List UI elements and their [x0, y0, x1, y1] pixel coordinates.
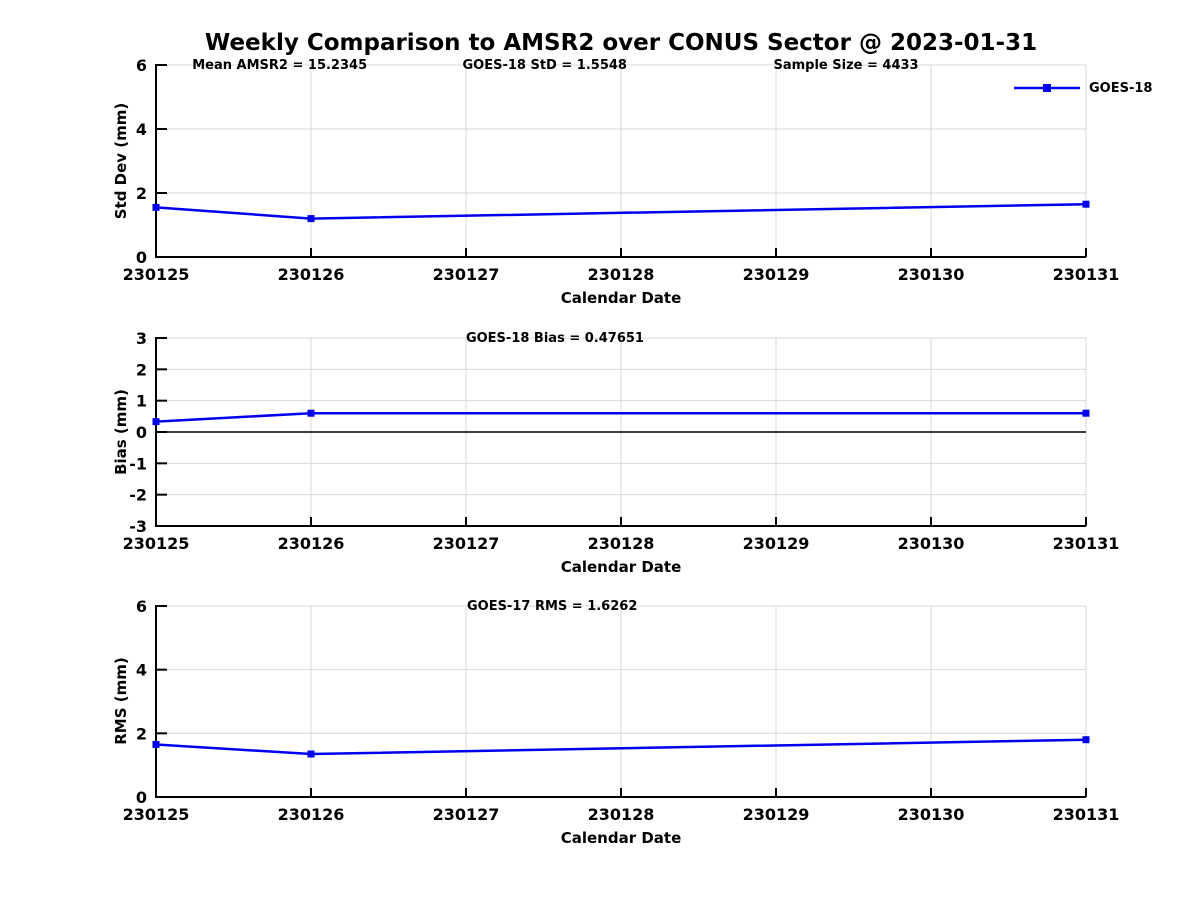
x-tick-label: 230127 — [433, 534, 500, 553]
x-tick-label: 230127 — [433, 265, 500, 284]
x-tick-label: 230127 — [433, 805, 500, 824]
x-tick-label: 230128 — [588, 805, 655, 824]
y-tick-label: 4 — [136, 120, 147, 139]
x-tick-label: 230131 — [1053, 534, 1120, 553]
legend-key — [1014, 84, 1080, 92]
y-tick-label: -2 — [129, 486, 147, 505]
x-axis-label-bottom: Calendar Date — [560, 829, 682, 847]
y-tick-label: -3 — [129, 517, 147, 536]
x-tick-label: 230129 — [743, 534, 810, 553]
data-point-marker — [152, 203, 160, 211]
y-tick-label: -1 — [129, 454, 147, 473]
panel-annotation: GOES-18 Bias = 0.47651 — [466, 331, 644, 346]
legend: GOES-18 — [1012, 80, 1152, 96]
panel-annotation: GOES-17 RMS = 1.6262 — [467, 599, 637, 614]
x-tick-label: 230129 — [743, 265, 810, 284]
x-tick-label: 230131 — [1053, 805, 1120, 824]
x-tick-label: 230125 — [123, 805, 190, 824]
y-tick-label: 0 — [136, 788, 147, 807]
x-tick-label: 230130 — [898, 805, 965, 824]
data-point-marker — [307, 215, 315, 223]
x-tick-label: 230128 — [588, 534, 655, 553]
y-axis-label-rms: RMS (mm) — [112, 657, 130, 745]
y-tick-label: 2 — [136, 724, 147, 743]
y-tick-label: 2 — [136, 184, 147, 203]
data-point-marker — [152, 740, 160, 748]
y-axis-label-bias: Bias (mm) — [112, 389, 130, 475]
y-tick-label: 6 — [136, 56, 147, 75]
y-tick-label: 2 — [136, 360, 147, 379]
y-tick-label: 3 — [136, 329, 147, 348]
x-tick-label: 230130 — [898, 265, 965, 284]
figure-title: Weekly Comparison to AMSR2 over CONUS Se… — [204, 30, 1038, 56]
y-tick-label: 0 — [136, 248, 147, 267]
y-tick-label: 0 — [136, 423, 147, 442]
x-tick-label: 230131 — [1053, 265, 1120, 284]
data-point-marker — [1082, 200, 1090, 208]
subplot-std-dev-panel: 0 2 4 6 230125 230126 230127 230128 230129 230130… — [123, 56, 1120, 284]
legend-label: GOES-18 — [1089, 80, 1153, 96]
legend-marker-square — [1043, 84, 1051, 92]
subplot-bias-panel: -3 -2 -1 0 1 2 3 230125 230126 230127 230128 230129… — [123, 329, 1120, 553]
x-axis-label-top: Calendar Date — [560, 289, 682, 307]
x-tick-label: 230129 — [743, 805, 810, 824]
x-tick-label: 230126 — [278, 534, 345, 553]
data-point-marker — [1082, 409, 1090, 417]
x-tick-label: 230130 — [898, 534, 965, 553]
x-tick-label: 230128 — [588, 265, 655, 284]
y-tick-label: 6 — [136, 597, 147, 616]
x-axis-label-middle: Calendar Date — [560, 558, 682, 576]
data-point-marker — [307, 409, 315, 417]
x-tick-label: 230125 — [123, 265, 190, 284]
data-point-marker — [1082, 736, 1090, 744]
panel-annotation: GOES-18 StD = 1.5548 — [463, 58, 627, 73]
x-tick-label: 230126 — [278, 805, 345, 824]
y-tick-label: 1 — [136, 392, 147, 411]
panel-annotation: Mean AMSR2 = 15.2345 — [192, 58, 367, 73]
panel-annotation: Sample Size = 4433 — [773, 58, 918, 73]
y-axis-label-std-dev: Std Dev (mm) — [112, 102, 130, 220]
data-point-marker — [307, 750, 315, 758]
subplot-rms-panel: 0 2 4 6 230125 230126 230127 230128 230129 230130… — [123, 597, 1120, 824]
x-tick-label: 230125 — [123, 534, 190, 553]
x-tick-label: 230126 — [278, 265, 345, 284]
y-tick-label: 4 — [136, 661, 147, 680]
data-point-marker — [152, 418, 160, 426]
